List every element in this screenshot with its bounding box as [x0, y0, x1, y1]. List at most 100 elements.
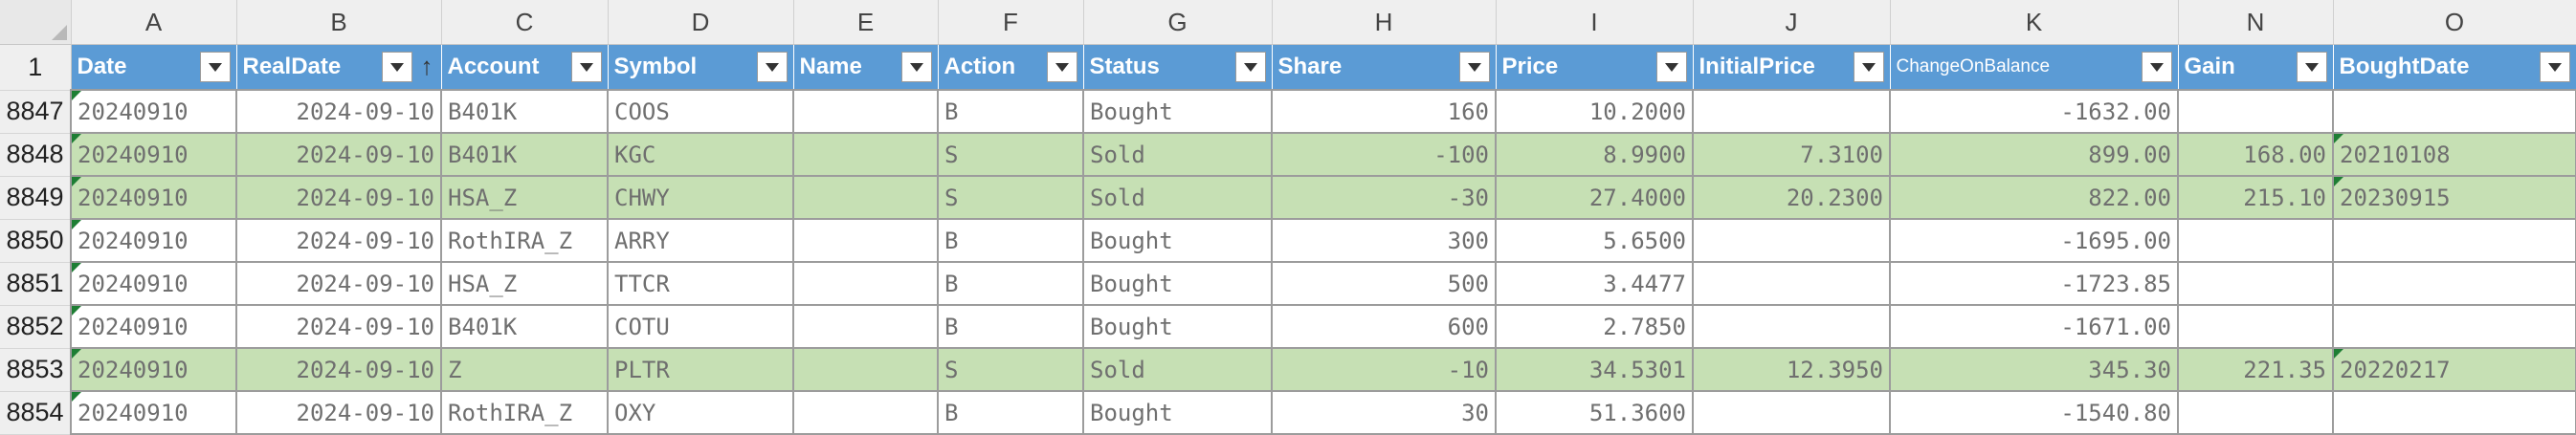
column-header-g[interactable]: G — [1083, 0, 1273, 45]
header-cell[interactable]: Gain — [2178, 44, 2334, 90]
data-cell[interactable]: KGC — [607, 132, 794, 177]
data-cell[interactable]: B — [937, 218, 1084, 263]
data-cell[interactable]: 51.3600 — [1495, 390, 1694, 435]
data-cell[interactable]: PLTR — [607, 347, 794, 392]
data-cell[interactable]: Bought — [1082, 261, 1273, 306]
row-number[interactable]: 8850 — [0, 219, 72, 263]
filter-dropdown-icon[interactable] — [1046, 52, 1077, 82]
data-cell[interactable]: B401K — [440, 304, 609, 349]
data-cell[interactable]: B — [937, 261, 1084, 306]
data-cell[interactable]: -1632.00 — [1889, 89, 2179, 134]
column-header-d[interactable]: D — [608, 0, 794, 45]
filter-dropdown-icon[interactable] — [381, 52, 412, 82]
data-cell[interactable]: S — [937, 347, 1084, 392]
data-cell[interactable]: Z — [440, 347, 609, 392]
row-number[interactable]: 8852 — [0, 305, 72, 349]
data-cell[interactable]: 2024-09-10 — [235, 89, 442, 134]
column-header-n[interactable]: N — [2178, 0, 2334, 45]
data-cell[interactable]: 160 — [1271, 89, 1497, 134]
data-cell[interactable] — [2177, 304, 2334, 349]
row-number[interactable]: 8847 — [0, 90, 72, 134]
data-cell[interactable]: 20240910 — [70, 261, 237, 306]
data-cell[interactable]: -1723.85 — [1889, 261, 2179, 306]
data-cell[interactable]: S — [937, 132, 1084, 177]
data-cell[interactable]: Bought — [1082, 304, 1273, 349]
data-cell[interactable]: Sold — [1082, 175, 1273, 220]
data-cell[interactable]: 2024-09-10 — [235, 261, 442, 306]
header-cell[interactable]: Date — [71, 44, 237, 90]
column-header-k[interactable]: K — [1890, 0, 2179, 45]
data-cell[interactable]: 345.30 — [1889, 347, 2179, 392]
data-cell[interactable]: 30 — [1271, 390, 1497, 435]
data-cell[interactable]: TTCR — [607, 261, 794, 306]
data-cell[interactable]: -100 — [1271, 132, 1497, 177]
data-cell[interactable]: HSA_Z — [440, 261, 609, 306]
data-cell[interactable]: 20.2300 — [1692, 175, 1891, 220]
header-cell[interactable]: BoughtDate — [2333, 44, 2576, 90]
data-cell[interactable] — [2332, 390, 2576, 435]
data-cell[interactable]: B401K — [440, 89, 609, 134]
data-cell[interactable]: CHWY — [607, 175, 794, 220]
header-cell[interactable]: Symbol — [608, 44, 794, 90]
header-cell[interactable]: Account — [441, 44, 609, 90]
header-cell[interactable]: Price — [1496, 44, 1694, 90]
data-cell[interactable]: 2024-09-10 — [235, 218, 442, 263]
data-cell[interactable]: 2024-09-10 — [235, 132, 442, 177]
data-cell[interactable] — [792, 261, 939, 306]
data-cell[interactable]: 20240910 — [70, 89, 237, 134]
data-cell[interactable]: 20220217 — [2332, 347, 2576, 392]
data-cell[interactable]: OXY — [607, 390, 794, 435]
data-cell[interactable]: B — [937, 304, 1084, 349]
header-cell[interactable]: InitialPrice — [1693, 44, 1891, 90]
data-cell[interactable]: Bought — [1082, 89, 1273, 134]
row-number[interactable]: 8854 — [0, 391, 72, 435]
data-cell[interactable] — [2332, 89, 2576, 134]
data-cell[interactable]: 8.9900 — [1495, 132, 1694, 177]
data-cell[interactable]: 10.2000 — [1495, 89, 1694, 134]
data-cell[interactable] — [792, 175, 939, 220]
data-cell[interactable] — [792, 132, 939, 177]
filter-dropdown-icon[interactable] — [2141, 52, 2172, 82]
data-cell[interactable] — [1692, 304, 1891, 349]
data-cell[interactable]: 600 — [1271, 304, 1497, 349]
header-cell[interactable]: ChangeOnBalance — [1890, 44, 2179, 90]
data-cell[interactable]: Bought — [1082, 390, 1273, 435]
row-number[interactable]: 8853 — [0, 348, 72, 392]
data-cell[interactable] — [792, 347, 939, 392]
column-header-o[interactable]: O — [2333, 0, 2576, 45]
column-header-h[interactable]: H — [1272, 0, 1497, 45]
data-cell[interactable]: RothIRA_Z — [440, 390, 609, 435]
data-cell[interactable]: RothIRA_Z — [440, 218, 609, 263]
filter-dropdown-icon[interactable] — [1853, 52, 1884, 82]
data-cell[interactable]: -1540.80 — [1889, 390, 2179, 435]
data-cell[interactable] — [2332, 304, 2576, 349]
data-cell[interactable] — [792, 390, 939, 435]
data-cell[interactable]: B — [937, 89, 1084, 134]
data-cell[interactable]: 500 — [1271, 261, 1497, 306]
data-cell[interactable]: HSA_Z — [440, 175, 609, 220]
data-cell[interactable] — [2177, 89, 2334, 134]
column-header-e[interactable]: E — [793, 0, 939, 45]
data-cell[interactable]: 899.00 — [1889, 132, 2179, 177]
data-cell[interactable]: COTU — [607, 304, 794, 349]
data-cell[interactable]: -1671.00 — [1889, 304, 2179, 349]
data-cell[interactable] — [792, 304, 939, 349]
data-cell[interactable]: Sold — [1082, 347, 1273, 392]
data-cell[interactable] — [1692, 390, 1891, 435]
data-cell[interactable] — [1692, 89, 1891, 134]
column-header-a[interactable]: A — [71, 0, 237, 45]
data-cell[interactable]: -1695.00 — [1889, 218, 2179, 263]
data-cell[interactable]: 7.3100 — [1692, 132, 1891, 177]
filter-dropdown-icon[interactable] — [1655, 52, 1687, 82]
row-number[interactable]: 8851 — [0, 262, 72, 306]
filter-dropdown-icon[interactable] — [2539, 52, 2570, 82]
filter-dropdown-icon[interactable] — [900, 52, 932, 82]
data-cell[interactable] — [2177, 261, 2334, 306]
data-cell[interactable] — [2177, 390, 2334, 435]
data-cell[interactable]: 5.6500 — [1495, 218, 1694, 263]
data-cell[interactable]: 3.4477 — [1495, 261, 1694, 306]
header-cell[interactable]: Name — [793, 44, 939, 90]
filter-dropdown-icon[interactable] — [756, 52, 788, 82]
data-cell[interactable]: 20210108 — [2332, 132, 2576, 177]
data-cell[interactable]: 221.35 — [2177, 347, 2334, 392]
